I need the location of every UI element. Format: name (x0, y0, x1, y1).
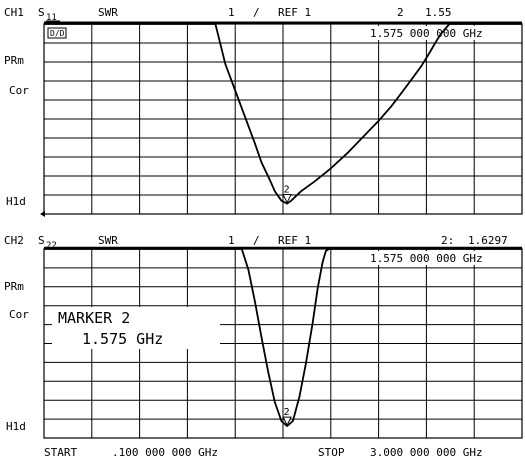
channel-2-trace-line (44, 248, 522, 428)
channel-1-marker-num: 2 (397, 6, 404, 19)
channel-2-panel: CH2 S 22 SWR 1 / REF 1 2: 1.6297 PRm Cor… (4, 234, 523, 439)
channel-2-format: SWR (98, 234, 118, 247)
channel-1-panel: CH1 S 11 SWR 1 / REF 1 2 1.55 PRm Cor H1… (4, 6, 523, 217)
start-label: START (44, 446, 77, 459)
channel-1-marker-value: 1.55 (425, 6, 452, 19)
channel-1-marker-freq: 1.575 000 000 GHz (370, 27, 483, 40)
channel-1-cor-label: Cor (9, 84, 29, 97)
channel-2-label: CH2 (4, 234, 24, 247)
channel-1-prm-label: PRm (4, 54, 24, 67)
channel-2-hld-label: H1d (6, 420, 26, 433)
sweep-footer: START .100 000 000 GHz STOP 3.000 000 00… (44, 446, 483, 459)
channel-2-marker-triangle-icon (282, 416, 292, 427)
stop-value: 3.000 000 000 GHz (370, 446, 483, 459)
channel-2-annotation-bg (52, 307, 220, 349)
channel-2-marker-freq-bg (368, 251, 520, 265)
channel-2-scale-sep: / (253, 234, 260, 247)
channel-2-marker-group (282, 416, 292, 427)
channel-1-trace-line (44, 23, 522, 205)
channel-1-param: S (38, 6, 45, 19)
channel-2-param: S (38, 234, 45, 247)
channel-1-label: CH1 (4, 6, 24, 19)
channel-1-marker-group (282, 194, 292, 204)
channel-1-flag-text: D/D (50, 29, 65, 38)
channel-1-hld-label: H1d (6, 195, 26, 208)
channel-1-marker-triangle-icon (282, 194, 292, 204)
channel-2-ref: REF 1 (278, 234, 311, 247)
channel-1-scale-sep: / (253, 6, 260, 19)
channel-2-marker-value: 1.6297 (468, 234, 508, 247)
channel-1-scale: 1 (228, 6, 235, 19)
channel-1-grid (44, 24, 522, 214)
channel-2-annotation-line1: MARKER 2 (58, 309, 130, 327)
channel-2-scale: 1 (228, 234, 235, 247)
channel-2-marker-num: 2: (441, 234, 454, 247)
channel-2-prm-label: PRm (4, 280, 24, 293)
stop-label: STOP (318, 446, 345, 459)
channel-2-trace-group (44, 248, 522, 428)
channel-2-grid (44, 249, 522, 438)
channel-2-marker-freq: 1.575 000 000 GHz (370, 252, 483, 265)
channel-1-marker-freq-bg (368, 26, 520, 40)
channel-2-param-sub: 22 (46, 241, 57, 251)
channel-1-trace-group (44, 23, 522, 205)
channel-1-flag-box (47, 27, 67, 39)
channel-1-ref: REF 1 (278, 6, 311, 19)
channel-2-annotation-line2: 1.575 GHz (82, 330, 163, 348)
channel-1-marker-label: 2 (284, 185, 290, 196)
channel-2-cor-label: Cor (9, 308, 29, 321)
start-value: .100 000 000 GHz (112, 446, 218, 459)
channel-1-reference-pointer-icon (40, 211, 45, 217)
channel-1-format: SWR (98, 6, 118, 19)
channel-2-marker-label: 2 (284, 407, 290, 418)
channel-1-param-sub: 11 (46, 13, 57, 23)
